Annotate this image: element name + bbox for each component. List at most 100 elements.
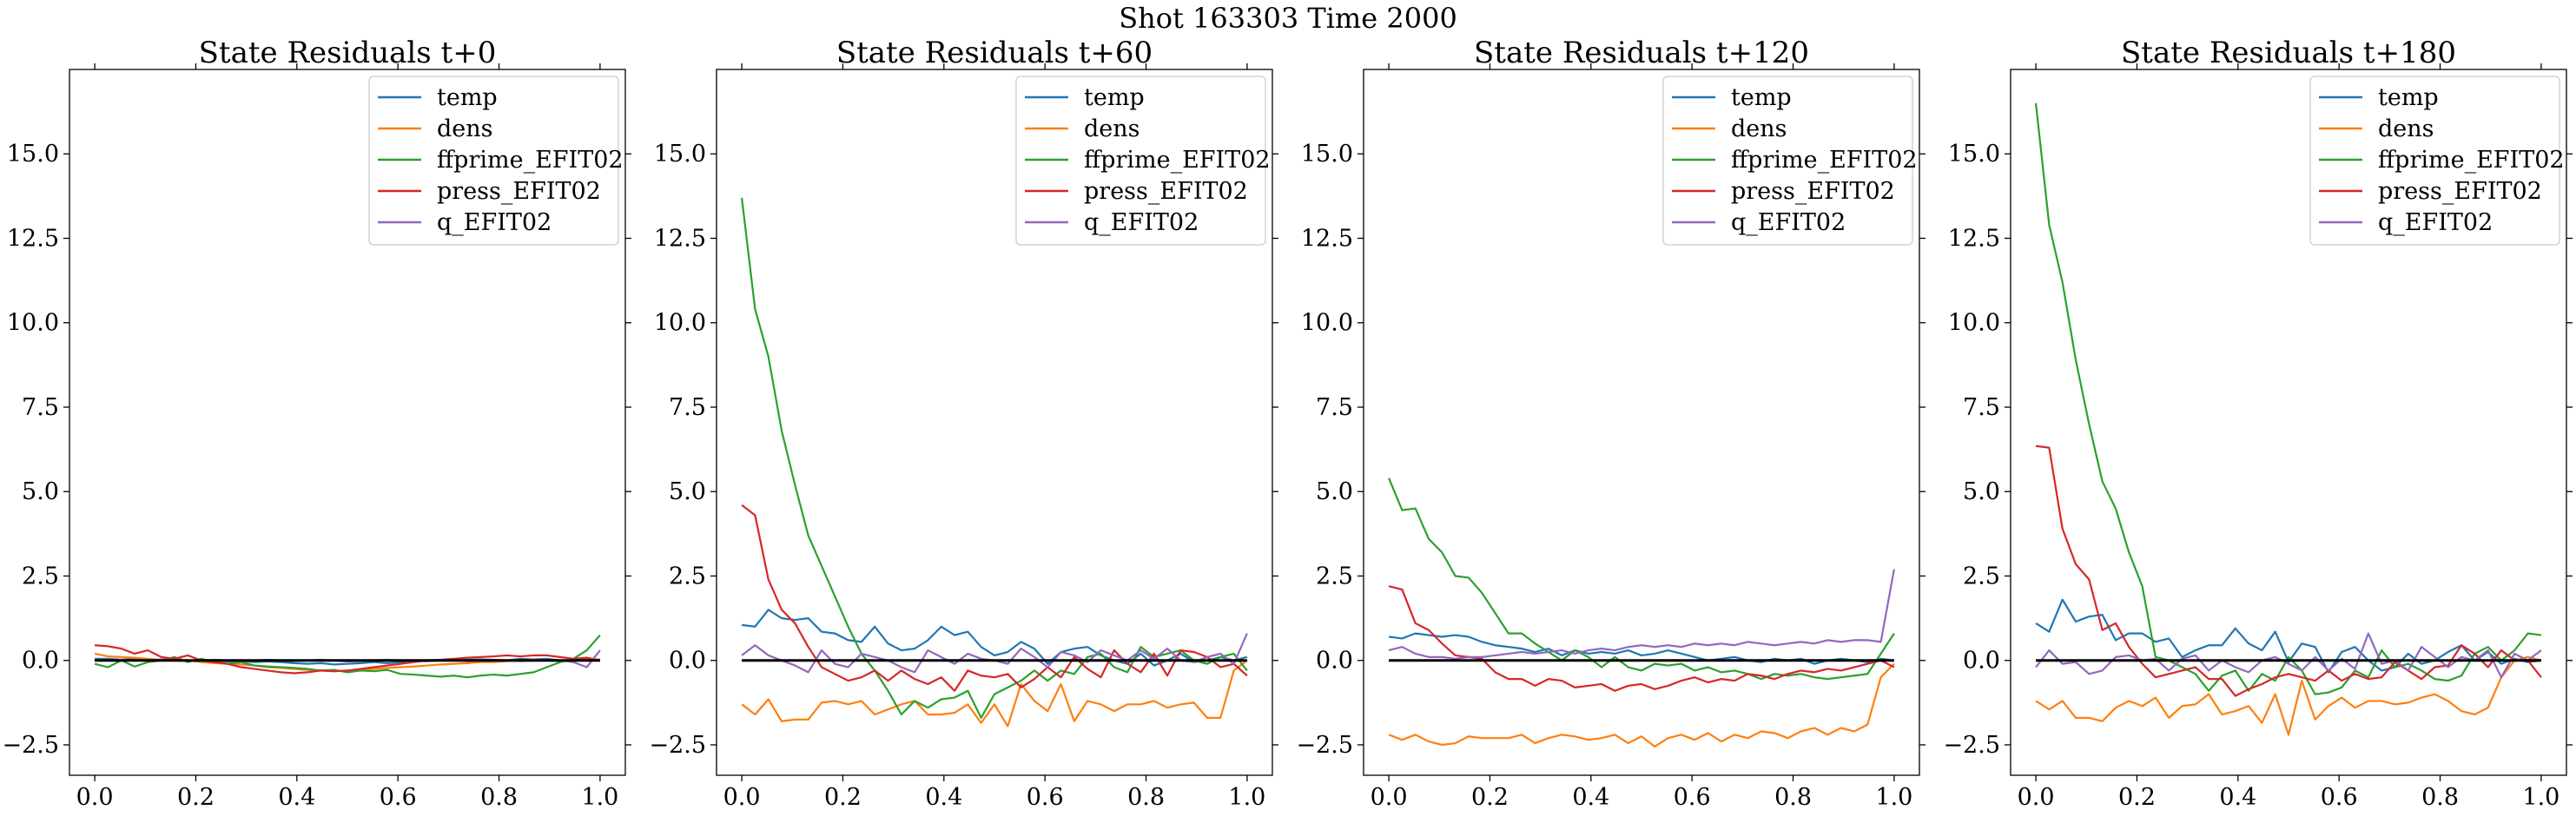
axes-frame (1363, 69, 1920, 776)
series-line-temp (741, 609, 1248, 667)
y-tick-label: 2.5 (22, 563, 59, 589)
y-tick-label: 0.0 (1963, 648, 2000, 675)
x-tick-label: 0.2 (1471, 784, 1509, 811)
x-tick-label: 1.0 (1875, 784, 1912, 811)
x-tick-label: 0.8 (480, 784, 518, 811)
subplot-0: State Residuals t+0 −2.5 0.0 2.5 5.0 7.5 10.0 1… (2, 36, 631, 811)
series-line-press_EFIT02 (95, 644, 601, 675)
y-tick-label: 7.5 (1316, 394, 1353, 421)
y-tick-label: 5.0 (22, 478, 59, 505)
subplot-3: State Residuals t+180 −2.5 0.0 2.5 5.0 7.5 10.… (1943, 36, 2573, 811)
x-tick-label: 0.8 (1127, 784, 1165, 811)
x-tick-label: 0.2 (177, 784, 215, 811)
legend-label: dens (437, 115, 493, 142)
subplot-2: State Residuals t+120 −2.5 0.0 2.5 5.0 7.5 10.… (1296, 36, 1925, 811)
series-line-ffprime_EFIT02 (2034, 102, 2542, 695)
legend: temp dens ffprime_EFIT02 press_EFIT02 q_EFIT… (368, 76, 624, 246)
figure-suptitle: Shot 163303 Time 2000 (1119, 2, 1457, 35)
legend-label: q_EFIT02 (1731, 209, 1846, 236)
y-tick-label: −2.5 (1296, 732, 1353, 759)
legend-label: temp (2378, 84, 2439, 111)
legend-label: press_EFIT02 (437, 178, 601, 205)
subplot-title: State Residuals t+0 (199, 36, 497, 70)
legend: temp dens ffprime_EFIT02 press_EFIT02 q_EFIT… (1015, 76, 1271, 246)
legend: temp dens ffprime_EFIT02 press_EFIT02 q_EFIT… (2309, 76, 2565, 246)
legend-label: temp (437, 84, 498, 111)
x-tick-label: 0.8 (1774, 784, 1812, 811)
series-line-q_EFIT02 (1388, 569, 1895, 660)
y-tick-label: 7.5 (669, 394, 706, 421)
subplot-title: State Residuals t+60 (836, 36, 1153, 70)
y-tick-label: 15.0 (1301, 141, 1353, 168)
legend-box (2309, 76, 2560, 246)
y-tick-label: 2.5 (1963, 563, 2000, 589)
x-tick-label: 0.4 (2219, 784, 2256, 811)
y-tick-label: 2.5 (669, 563, 706, 589)
legend-label: ffprime_EFIT02 (1731, 147, 1918, 174)
x-tick-label: 1.0 (2522, 784, 2559, 811)
legend-label: q_EFIT02 (1084, 209, 1199, 236)
axes-frame (2010, 69, 2567, 776)
y-tick-label: 0.0 (669, 648, 706, 675)
legend-label: dens (1731, 115, 1787, 142)
x-tick-label: 0.4 (925, 784, 962, 811)
legend-box (368, 76, 619, 246)
axes-frame (69, 69, 626, 776)
y-tick-label: 7.5 (22, 394, 59, 421)
series-line-temp (1388, 632, 1895, 665)
y-tick-label: 0.0 (22, 648, 59, 675)
series-line-dens (2035, 655, 2542, 736)
subplot-title: State Residuals t+180 (2121, 36, 2456, 70)
legend-label: press_EFIT02 (1084, 178, 1248, 205)
x-tick-label: 0.6 (1674, 784, 1711, 811)
legend: temp dens ffprime_EFIT02 press_EFIT02 q_EFIT… (1662, 76, 1918, 246)
legend-box (1662, 76, 1913, 246)
x-tick-label: 0.0 (1371, 784, 1408, 811)
y-tick-label: 15.0 (7, 141, 59, 168)
series-line-press_EFIT02 (741, 504, 1248, 692)
y-tick-label: 12.5 (654, 225, 706, 252)
series-line-ffprime_EFIT02 (740, 197, 1248, 719)
series-line-ffprime_EFIT02 (94, 634, 601, 679)
x-tick-label: 0.6 (1027, 784, 1064, 811)
legend-label: ffprime_EFIT02 (437, 147, 624, 174)
legend-label: press_EFIT02 (1731, 178, 1895, 205)
y-tick-label: 12.5 (1301, 225, 1353, 252)
legend-label: temp (1731, 84, 1792, 111)
legend-label: dens (2378, 115, 2434, 142)
y-tick-label: −2.5 (2, 732, 59, 759)
x-tick-label: 0.6 (380, 784, 417, 811)
series-line-temp (2035, 598, 2542, 674)
x-tick-label: 1.0 (1228, 784, 1265, 811)
y-tick-label: 10.0 (1301, 310, 1353, 337)
y-tick-label: 5.0 (1316, 478, 1353, 505)
legend-label: ffprime_EFIT02 (1084, 147, 1271, 174)
series-line-ffprime_EFIT02 (1388, 477, 1895, 681)
y-tick-label: 2.5 (1316, 563, 1353, 589)
y-tick-label: 7.5 (1963, 394, 2000, 421)
y-tick-label: 15.0 (1948, 141, 2000, 168)
x-tick-label: 1.0 (581, 784, 618, 811)
y-tick-label: 5.0 (669, 478, 706, 505)
legend-label: press_EFIT02 (2378, 178, 2542, 205)
x-tick-label: 0.0 (76, 784, 114, 811)
y-tick-label: 10.0 (7, 310, 59, 337)
y-tick-label: 5.0 (1963, 478, 2000, 505)
legend-label: ffprime_EFIT02 (2378, 147, 2565, 174)
y-tick-label: −2.5 (649, 732, 706, 759)
x-tick-label: 0.2 (824, 784, 862, 811)
x-tick-label: 0.6 (2321, 784, 2358, 811)
legend-label: temp (1084, 84, 1145, 111)
series-line-dens (741, 659, 1248, 728)
x-tick-label: 0.4 (1572, 784, 1609, 811)
x-tick-label: 0.2 (2118, 784, 2156, 811)
subplot-title: State Residuals t+120 (1474, 36, 1809, 70)
legend-label: q_EFIT02 (437, 209, 552, 236)
x-tick-label: 0.4 (278, 784, 315, 811)
y-tick-label: 0.0 (1316, 648, 1353, 675)
y-tick-label: 10.0 (1948, 310, 2000, 337)
legend-label: dens (1084, 115, 1140, 142)
y-tick-label: 12.5 (7, 225, 59, 252)
